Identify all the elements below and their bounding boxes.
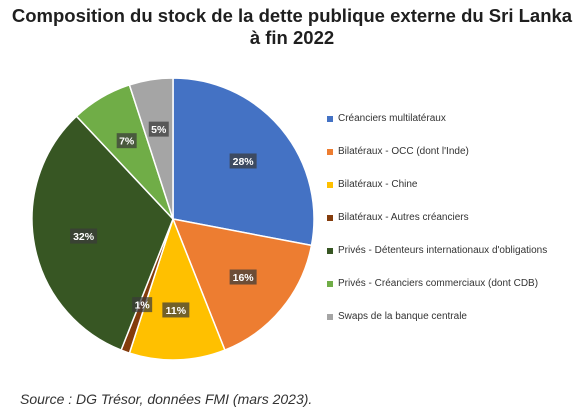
pie-data-label-box xyxy=(132,297,153,313)
chart-title-line-1: Composition du stock de la dette publiqu… xyxy=(11,5,573,26)
pie-data-label-bilateraux-occ-dont-l-inde: 16% xyxy=(229,269,257,285)
legend-label: Créanciers multilatéraux xyxy=(338,113,446,124)
pie-data-label-box xyxy=(229,269,257,285)
pie-data-label-text: 1% xyxy=(135,300,151,312)
legend-label: Bilatéraux - Autres créanciers xyxy=(338,212,469,223)
pie-data-label-creanciers-multilateraux: 28% xyxy=(229,153,257,169)
legend-label: Swaps de la banque centrale xyxy=(338,311,467,322)
legend-label: Bilatéraux - OCC (dont l'Inde) xyxy=(338,146,469,157)
pie-data-label-swaps-de-la-banque-centrale: 5% xyxy=(148,121,169,137)
legend-item-bilateraux-occ-dont-l-inde: Bilatéraux - OCC (dont l'Inde) xyxy=(327,135,577,168)
pie-data-label-bilateraux-autres-creanciers: 1% xyxy=(132,297,153,313)
pie-data-label-text: 11% xyxy=(166,305,187,317)
pie-data-label-text: 32% xyxy=(73,231,95,243)
pie-slices xyxy=(31,77,315,361)
legend-item-creanciers-multilateraux: Créanciers multilatéraux xyxy=(327,102,577,135)
pie-data-label-text: 28% xyxy=(233,156,255,168)
legend-item-prives-detenteurs-internationaux-d-obligations: Privés - Détenteurs internationaux d'obl… xyxy=(327,234,577,267)
legend-swatch xyxy=(327,148,333,155)
pie-data-label-box xyxy=(162,302,190,318)
pie-data-label-box xyxy=(229,153,257,169)
pie-data-label-text: 16% xyxy=(233,272,255,284)
pie-data-label-box xyxy=(116,133,137,149)
chart-area: 28% 16% 11% 1% 32% 7% 5% Créanciers multilatér… xyxy=(0,60,584,380)
legend-swatch xyxy=(327,247,333,254)
pie-data-label-text: 7% xyxy=(119,136,135,148)
legend-label: Bilatéraux - Chine xyxy=(338,179,418,190)
legend-item-swaps-de-la-banque-centrale: Swaps de la banque centrale xyxy=(327,300,577,333)
legend-item-bilateraux-chine: Bilatéraux - Chine xyxy=(327,168,577,201)
pie-data-label-prives-detenteurs-internationaux-d-obligations: 32% xyxy=(70,228,98,244)
pie-chart: 28% 16% 11% 1% 32% 7% 5% xyxy=(31,77,315,361)
pie-data-label-text: 5% xyxy=(151,124,167,136)
pie-slice-bilateraux-chine xyxy=(128,218,226,361)
legend-item-prives-creanciers-commerciaux-dont-cdb: Privés - Créanciers commerciaux (dont CD… xyxy=(327,267,577,300)
pie-slice-prives-detenteurs-internationaux-d-obligations xyxy=(31,115,174,351)
chart-title: Composition du stock de la dette publiqu… xyxy=(0,5,584,49)
chart-legend: Créanciers multilatéraux Bilatéraux - OCC… xyxy=(327,102,577,333)
pie-slice-swaps-de-la-banque-centrale xyxy=(128,77,174,220)
legend-label: Privés - Détenteurs internationaux d'obl… xyxy=(338,245,548,256)
chart-title-line-2: à fin 2022 xyxy=(249,27,335,48)
legend-label: Privés - Créanciers commerciaux (dont CD… xyxy=(338,278,539,289)
legend-swatch xyxy=(327,181,333,188)
pie-labels: 28% 16% 11% 1% 32% 7% 5% xyxy=(70,121,257,318)
legend-swatch xyxy=(327,280,333,287)
pie-data-label-prives-creanciers-commerciaux-dont-cdb: 7% xyxy=(116,133,137,149)
pie-data-label-box xyxy=(70,228,98,244)
source-note: Source : DG Trésor, données FMI (mars 20… xyxy=(20,391,313,407)
pie-data-label-box xyxy=(148,121,169,137)
legend-swatch xyxy=(327,115,333,122)
pie-data-label-bilateraux-chine: 11% xyxy=(162,302,190,318)
legend-swatch xyxy=(327,313,333,320)
pie-slice-bilateraux-occ-dont-l-inde xyxy=(172,218,313,351)
legend-item-bilateraux-autres-creanciers: Bilatéraux - Autres créanciers xyxy=(327,201,577,234)
legend-swatch xyxy=(327,214,333,221)
